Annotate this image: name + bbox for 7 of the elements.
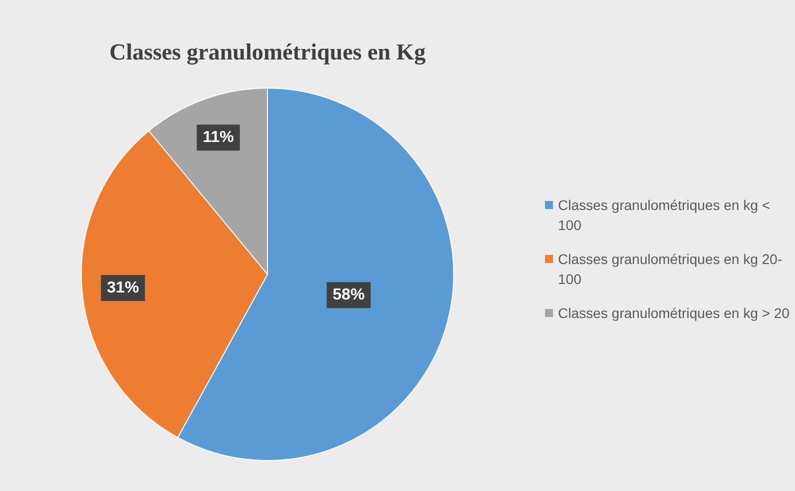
data-label: 58% <box>332 286 365 304</box>
legend-label: Classes granulométriques en kg 20-100 <box>558 250 784 289</box>
legend-label: Classes granulométriques en kg > 20 <box>558 304 790 323</box>
data-label: 31% <box>106 279 139 296</box>
data-label: 11% <box>202 129 234 146</box>
legend-label: Classes granulométriques en kg < 100 <box>558 196 772 235</box>
chart-title: Classes granulométriques en Kg <box>109 40 426 66</box>
